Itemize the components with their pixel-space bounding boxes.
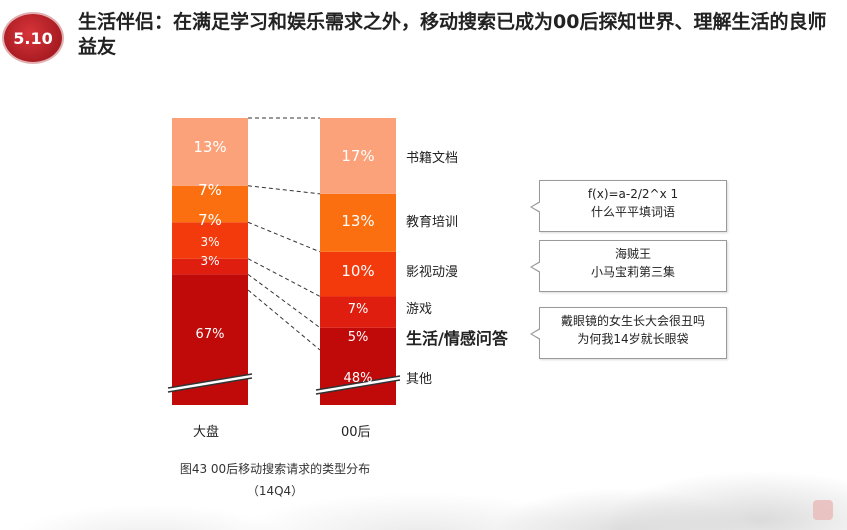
axis-break-line-a-0 [167, 373, 253, 389]
axis-break-1 [316, 376, 400, 394]
axis-break-line-b-1 [315, 379, 401, 395]
callout-education: f(x)=a-2/2^x 1 什么平平填词语 [530, 180, 727, 232]
caption-line-1: 图43 00后移动搜索请求的类型分布 [179, 462, 371, 476]
chart-caption: 图43 00后移动搜索请求的类型分布 （14Q4） [150, 458, 400, 502]
connector-line-3 [247, 258, 321, 297]
bar-0-seg-1 [172, 274, 248, 290]
callout-life: 戴眼镜的女生长大会很丑吗 为何我14岁就长眼袋 [530, 307, 727, 359]
callout-life-line2: 为何我14岁就长眼袋 [577, 332, 689, 346]
category-label-1: 生活/情感问答 [406, 329, 508, 348]
value-label-1-5: 17% [341, 147, 374, 165]
page-title: 生活伴侣：在满足学习和娱乐需求之外，移动搜索已成为00后探知世界、理解生活的良师… [78, 11, 827, 58]
bar-1-seg-0 [320, 350, 396, 405]
x-label-00hou: 00后 [341, 425, 371, 440]
value-label-1-0: 48% [344, 371, 373, 386]
value-label-1-2: 7% [348, 302, 369, 317]
bar-0-seg-3 [172, 222, 248, 259]
caption-line-2: （14Q4） [246, 484, 304, 498]
axis-break-0 [168, 374, 252, 392]
bar-1-seg-5 [320, 118, 396, 194]
value-label-0-1: 3% [200, 254, 219, 268]
category-label-2: 游戏 [406, 302, 433, 317]
section-badge: 5.10 [4, 14, 62, 62]
bar-1-seg-2 [320, 296, 396, 328]
category-label-0: 其他 [406, 372, 433, 387]
callout-video-line2: 小马宝莉第三集 [590, 265, 675, 279]
value-label-0-3: 7% [198, 211, 222, 229]
callout-life-line1: 戴眼镜的女生长大会很丑吗 [560, 314, 705, 328]
value-label-1-4: 13% [341, 212, 374, 230]
value-label-0-4: 7% [198, 181, 222, 199]
bar-0-seg-2 [172, 258, 248, 275]
value-label-0-2: 3% [200, 235, 219, 249]
bar-1-seg-4 [320, 193, 396, 252]
connector-line-2 [247, 221, 321, 253]
category-label-4: 教育培训 [406, 215, 459, 230]
seal-stamp-icon [813, 500, 833, 520]
callout-education-line2: 什么平平填词语 [590, 205, 675, 219]
bar-0-seg-4 [172, 185, 248, 223]
axis-break-line-b-0 [167, 377, 253, 393]
callout-video: 海贼王 小马宝莉第三集 [530, 240, 727, 292]
category-label-3: 影视动漫 [406, 265, 459, 280]
value-label-0-5: 13% [193, 138, 226, 156]
connector-line-4 [247, 273, 321, 329]
category-label-5: 书籍文档 [406, 151, 459, 166]
axis-break-line-a-1 [315, 375, 401, 391]
bar-1-seg-1 [320, 327, 396, 350]
x-label-dapan: 大盘 [193, 425, 220, 440]
callout-video-line1: 海贼王 [614, 247, 651, 261]
background-mountain [0, 380, 847, 530]
value-label-1-1: 5% [348, 330, 369, 345]
bar-0-seg-5 [172, 118, 248, 186]
value-label-1-3: 10% [341, 262, 374, 280]
callout-education-line1: f(x)=a-2/2^x 1 [587, 187, 679, 201]
connector-line-1 [247, 185, 321, 195]
value-label-0-0: 67% [196, 327, 225, 342]
connector-line-5 [247, 289, 321, 351]
bar-1-seg-3 [320, 251, 396, 297]
